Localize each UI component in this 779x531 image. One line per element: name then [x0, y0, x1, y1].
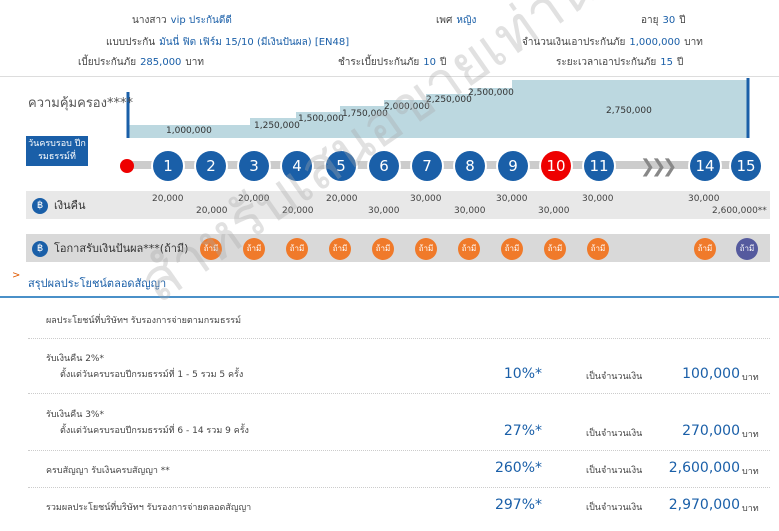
coverage-chart [126, 78, 750, 138]
coverage-step-4: 1,750,000 [342, 109, 388, 119]
year-2[interactable]: 2 [196, 151, 226, 181]
summary-row-2-amt: 270,000 [682, 423, 740, 439]
summary-row-1-pct: 10%* [503, 366, 542, 382]
summary-row-1-title: รับเงินคืน 2%* [46, 354, 104, 364]
expand-arrow-icon[interactable]: > [12, 270, 21, 281]
customer-age: อายุ 30 ปี [641, 15, 686, 26]
cash-y7: 30,000 [410, 194, 442, 204]
dividend-marker-9: ถ้ามี [544, 238, 566, 260]
coverage-step-5: 2,000,000 [384, 102, 430, 112]
year-11[interactable]: 11 [584, 151, 614, 181]
year-5[interactable]: 5 [326, 151, 356, 181]
premium: เบี้ยประกันภัย 285,000 บาท [78, 57, 204, 68]
dividend-marker-3: ถ้ามี [286, 238, 308, 260]
dividend-marker-4: ถ้ามี [329, 238, 351, 260]
summary-title[interactable]: สรุปผลประโยชน์ตลอดสัญญา [28, 277, 167, 290]
dividend-marker-7: ถ้ามี [458, 238, 480, 260]
cash-maturity: 2,600,000** [712, 206, 767, 216]
customer-gender: เพศ หญิง [436, 15, 477, 26]
dividend-row: ฿ โอกาสรับเงินปันผล***(ถ้ามี) [26, 234, 770, 262]
year-4[interactable]: 4 [282, 151, 312, 181]
row-divider [28, 393, 770, 394]
year-3[interactable]: 3 [239, 151, 269, 181]
summary-row-2-title: รับเงินคืน 3%* [46, 410, 104, 420]
summary-row-3-title: ครบสัญญา รับเงินครบสัญญา ** [46, 466, 170, 476]
timeline-start-dot [120, 159, 134, 173]
dividend-marker-1: ถ้ามี [200, 238, 222, 260]
summary-row-1-amt: 100,000 [682, 366, 740, 382]
year-1[interactable]: 1 [153, 151, 183, 181]
summary-row-4-amt: 2,970,000 [668, 497, 740, 513]
cash-y6: 30,000 [368, 206, 400, 216]
summary-row-3-pct: 260%* [494, 460, 542, 476]
sum-assured: จำนวนเงินเอาประกันภัย 1,000,000 บาท [522, 37, 703, 48]
coverage-title: ความคุ้มครอง**** [28, 96, 133, 111]
summary-row-2-pct: 27%* [503, 423, 542, 439]
timeline-track [122, 161, 762, 169]
pay-period: ชำระเบี้ยประกันภัย 10 ปี [338, 57, 447, 68]
cash-y3: 20,000 [238, 194, 270, 204]
coverage-term: ระยะเวลาเอาประกันภัย 15 ปี [556, 57, 684, 68]
year-7[interactable]: 7 [412, 151, 442, 181]
summary-row-4-unit: บาท [742, 504, 759, 514]
dividend-marker-15: ถ้ามี [736, 238, 758, 260]
cash-y1: 20,000 [152, 194, 184, 204]
dividend-marker-14: ถ้ามี [694, 238, 716, 260]
summary-row-3-unit: บาท [742, 467, 759, 477]
row-divider [28, 487, 770, 488]
dividend-label: โอกาสรับเงินปันผล***(ถ้ามี) [54, 242, 189, 255]
year-9[interactable]: 9 [498, 151, 528, 181]
chevron-right-icon: ❯❯❯ [640, 156, 677, 177]
coin-icon: ฿ [32, 198, 48, 214]
cashback-row: ฿ เงินคืน [26, 191, 770, 219]
year-14[interactable]: 14 [690, 151, 720, 181]
dividend-marker-5: ถ้ามี [372, 238, 394, 260]
cash-y5: 20,000 [326, 194, 358, 204]
summary-row-1-unit: บาท [742, 373, 759, 383]
summary-row-2-desc: ตั้งแต่วันครบรอบปีกรมธรรม์ที่ 6 - 14 รวม… [60, 426, 249, 436]
coverage-step-3: 1,500,000 [298, 114, 344, 124]
cash-y10: 30,000 [538, 206, 570, 216]
cash-y2: 20,000 [196, 206, 228, 216]
year-6[interactable]: 6 [369, 151, 399, 181]
cash-y14: 30,000 [688, 194, 720, 204]
coverage-step-8: 2,750,000 [606, 106, 652, 116]
summary-divider [0, 296, 779, 298]
dividend-marker-6: ถ้ามี [415, 238, 437, 260]
summary-row-4-title: รวมผลประโยชน์ที่บริษัทฯ รับรองการจ่ายตลอ… [46, 503, 252, 513]
cashback-label: เงินคืน [54, 199, 86, 212]
cash-y4: 20,000 [282, 206, 314, 216]
summary-row-4-pct: 297%* [494, 497, 542, 513]
summary-row-1-desc: ตั้งแต่วันครบรอบปีกรมธรรม์ที่ 1 - 5 รวม … [60, 370, 244, 380]
cash-y8: 30,000 [454, 206, 486, 216]
anniversary-badge: วันครบรอบ ปีกรมธรรม์ที่ [26, 136, 88, 166]
summary-row-3-amt: 2,600,000 [668, 460, 740, 476]
customer-name: นางสาว vip ประกันดีดี [132, 15, 232, 26]
summary-subtitle: ผลประโยชน์ที่บริษัทฯ รับรองการจ่ายตามกรม… [46, 316, 242, 326]
coverage-step-1: 1,000,000 [166, 126, 212, 136]
coverage-area [128, 80, 748, 138]
year-8[interactable]: 8 [455, 151, 485, 181]
summary-row-3-mid: เป็นจำนวนเงิน [586, 466, 643, 476]
summary-row-2-unit: บาท [742, 430, 759, 440]
row-divider [28, 338, 770, 339]
summary-row-4-mid: เป็นจำนวนเงิน [586, 503, 643, 513]
cash-y9: 30,000 [496, 194, 528, 204]
coin-icon: ฿ [32, 241, 48, 257]
cash-y11: 30,000 [582, 194, 614, 204]
dividend-marker-8: ถ้ามี [501, 238, 523, 260]
coverage-step-2: 1,250,000 [254, 121, 300, 131]
plan-name: แบบประกัน มันนี่ ฟิต เฟิร์ม 15/10 (มีเงิน… [106, 37, 350, 48]
summary-row-2-mid: เป็นจำนวนเงิน [586, 429, 643, 439]
coverage-step-7: 2,500,000 [468, 88, 514, 98]
coverage-step-6: 2,250,000 [426, 95, 472, 105]
dividend-marker-10: ถ้ามี [587, 238, 609, 260]
row-divider [28, 450, 770, 451]
year-15[interactable]: 15 [731, 151, 761, 181]
header-divider [0, 76, 779, 77]
year-10-current[interactable]: 10 [541, 151, 571, 181]
summary-row-1-mid: เป็นจำนวนเงิน [586, 372, 643, 382]
dividend-marker-2: ถ้ามี [243, 238, 265, 260]
